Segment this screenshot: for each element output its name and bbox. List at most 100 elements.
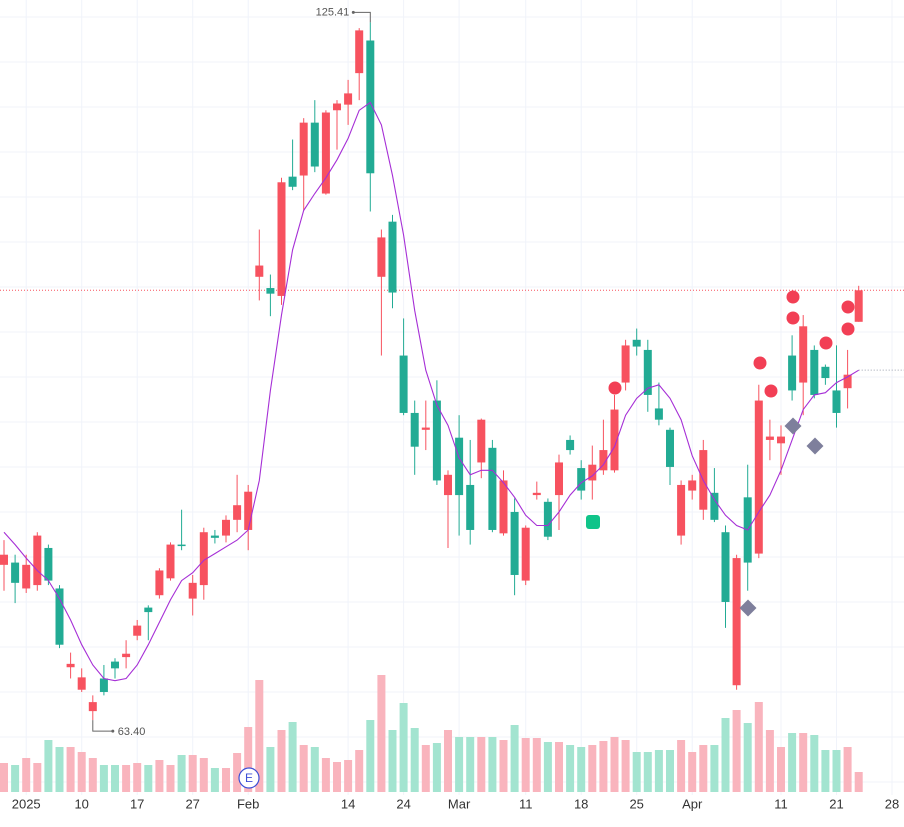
candle-body	[754, 400, 763, 554]
candle-body	[410, 412, 419, 447]
event-markers: E	[238, 290, 855, 789]
candle-body	[77, 677, 86, 690]
volume-bar	[732, 710, 741, 792]
volume-bar	[266, 747, 275, 792]
candle-body	[799, 326, 808, 383]
candle-body	[510, 511, 519, 575]
x-tick-label: 2025	[12, 796, 41, 811]
event-dot[interactable]	[753, 356, 767, 370]
price-pane	[0, 22, 904, 721]
high-leader-dot	[351, 10, 355, 14]
candle-body	[388, 221, 397, 293]
x-tick-label: 18	[574, 796, 588, 811]
volume-bar	[188, 755, 197, 792]
volume-bar	[532, 738, 541, 792]
candle-body	[199, 532, 208, 586]
volume-bar	[244, 727, 253, 792]
candle-body	[155, 570, 164, 596]
candle-body	[577, 468, 586, 491]
volume-bar	[588, 745, 597, 792]
event-diamond[interactable]	[806, 437, 824, 455]
candle-body	[721, 532, 730, 602]
candle-body	[821, 366, 830, 379]
volume-bar	[55, 747, 64, 792]
earnings-badge[interactable]	[238, 767, 260, 789]
event-dot[interactable]	[841, 322, 855, 336]
candle-body	[710, 492, 719, 520]
event-dot[interactable]	[786, 290, 800, 304]
event-dot[interactable]	[819, 336, 833, 350]
event-square[interactable]	[586, 515, 600, 529]
candle-body	[355, 30, 364, 74]
volume-bar	[366, 720, 375, 792]
volume-bar	[566, 745, 575, 792]
event-dot[interactable]	[608, 381, 622, 395]
candle-body	[288, 176, 297, 187]
event-diamond[interactable]	[784, 417, 802, 435]
volume-bar	[88, 758, 97, 792]
volume-bar	[477, 737, 486, 792]
candle-body	[377, 237, 386, 277]
volume-bar	[22, 758, 31, 792]
candle-body	[610, 409, 619, 471]
candle-body	[66, 663, 75, 668]
volume-bar	[854, 772, 863, 792]
x-tick-label: Feb	[237, 796, 259, 811]
candle-body	[399, 355, 408, 413]
candle-body	[44, 547, 53, 581]
high-label: 125.41	[316, 6, 350, 18]
candle-body	[477, 419, 486, 463]
event-dot[interactable]	[841, 300, 855, 314]
candle-body	[499, 480, 508, 534]
annotations: 125.41 63.40	[92, 6, 371, 738]
candle-body	[599, 450, 608, 471]
volume-bar	[355, 750, 364, 792]
candle-body	[621, 345, 630, 383]
x-tick-label: 28	[885, 796, 899, 811]
candle-body	[555, 462, 563, 496]
candle-body	[666, 429, 674, 467]
candle-body	[99, 678, 108, 692]
volume-bar	[155, 760, 164, 792]
event-dot[interactable]	[786, 311, 800, 325]
volume-bar	[177, 755, 186, 792]
candle-body	[677, 484, 686, 536]
volume-bar	[810, 735, 819, 792]
volume-bar	[788, 733, 797, 792]
volume-bar	[577, 747, 586, 792]
volume-bar	[111, 765, 119, 792]
candle-body	[233, 505, 242, 520]
candle-body	[632, 339, 641, 347]
candle-body	[466, 484, 475, 530]
high-leader	[353, 11, 371, 23]
x-axis: 2025 10 17 27 Feb 14 24 Mar 11 18 25 Apr 11 21 28	[12, 796, 899, 811]
volume-bar	[510, 725, 519, 792]
volume-bar	[66, 747, 75, 792]
volume-bar	[444, 730, 452, 792]
volume-bar	[288, 722, 297, 792]
volume-bar	[0, 763, 8, 792]
volume-bar	[421, 745, 430, 792]
x-tick-label: 11	[519, 796, 533, 811]
candle-body	[321, 112, 330, 194]
volume-bar	[144, 765, 153, 792]
candle-body	[810, 349, 819, 395]
candle-body	[588, 464, 597, 481]
candle-body	[543, 501, 552, 537]
event-diamond[interactable]	[739, 599, 757, 617]
candle-body	[488, 447, 497, 530]
volume-bar	[233, 753, 242, 792]
volume-bar	[666, 750, 674, 792]
candle-body	[22, 564, 31, 589]
x-tick-label: 10	[74, 796, 88, 811]
event-dot[interactable]	[764, 384, 778, 398]
volume-bar	[222, 768, 230, 792]
volume-bar	[321, 758, 330, 792]
candle-body	[166, 544, 175, 579]
x-tick-label: 21	[829, 796, 843, 811]
moving-average	[3, 101, 859, 682]
volume-bar	[44, 740, 53, 792]
x-tick-label: Mar	[448, 796, 471, 811]
volume-bar	[344, 760, 353, 792]
